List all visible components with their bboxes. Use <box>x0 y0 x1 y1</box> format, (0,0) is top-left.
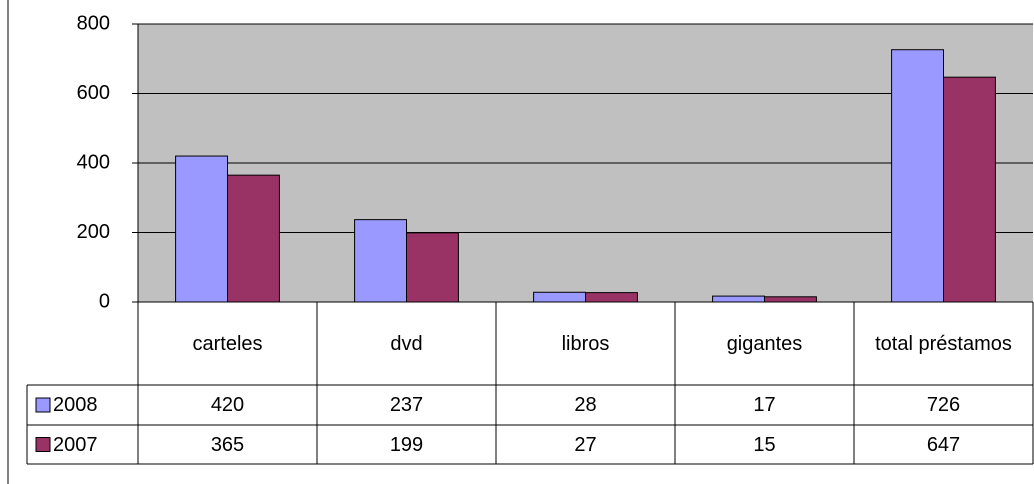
bar <box>354 219 407 303</box>
category-label: libros <box>561 332 610 355</box>
y-tick-label: 800 <box>77 12 110 34</box>
table-value: 647 <box>926 433 961 456</box>
bar <box>533 291 587 303</box>
y-tick-label: 0 <box>99 290 110 312</box>
table-value: 28 <box>574 394 597 416</box>
category-label: total préstamos <box>875 332 1012 355</box>
table-value: 237 <box>389 394 424 416</box>
bar <box>585 292 638 303</box>
y-tick-label: 400 <box>77 151 110 173</box>
legend-swatch <box>35 397 51 413</box>
table-value: 17 <box>753 394 776 416</box>
bar <box>891 49 945 303</box>
table-value: 726 <box>926 394 961 416</box>
y-tick-label: 600 <box>77 82 110 104</box>
category-label: carteles <box>192 332 263 355</box>
table-value: 199 <box>389 433 424 456</box>
legend-label: 2008 <box>53 394 98 416</box>
category-label: dvd <box>390 332 423 355</box>
table-value: 365 <box>210 433 245 456</box>
category-label: gigantes <box>726 332 803 355</box>
table-value: 27 <box>574 433 597 456</box>
legend-swatch <box>35 437 51 452</box>
y-tick-label: 200 <box>77 221 110 243</box>
bar <box>406 232 459 303</box>
table-value: 15 <box>753 433 776 456</box>
bar <box>943 76 996 303</box>
table-value: 420 <box>210 394 245 416</box>
legend-label: 2007 <box>53 433 98 456</box>
bar <box>227 174 280 303</box>
bar <box>175 155 228 303</box>
